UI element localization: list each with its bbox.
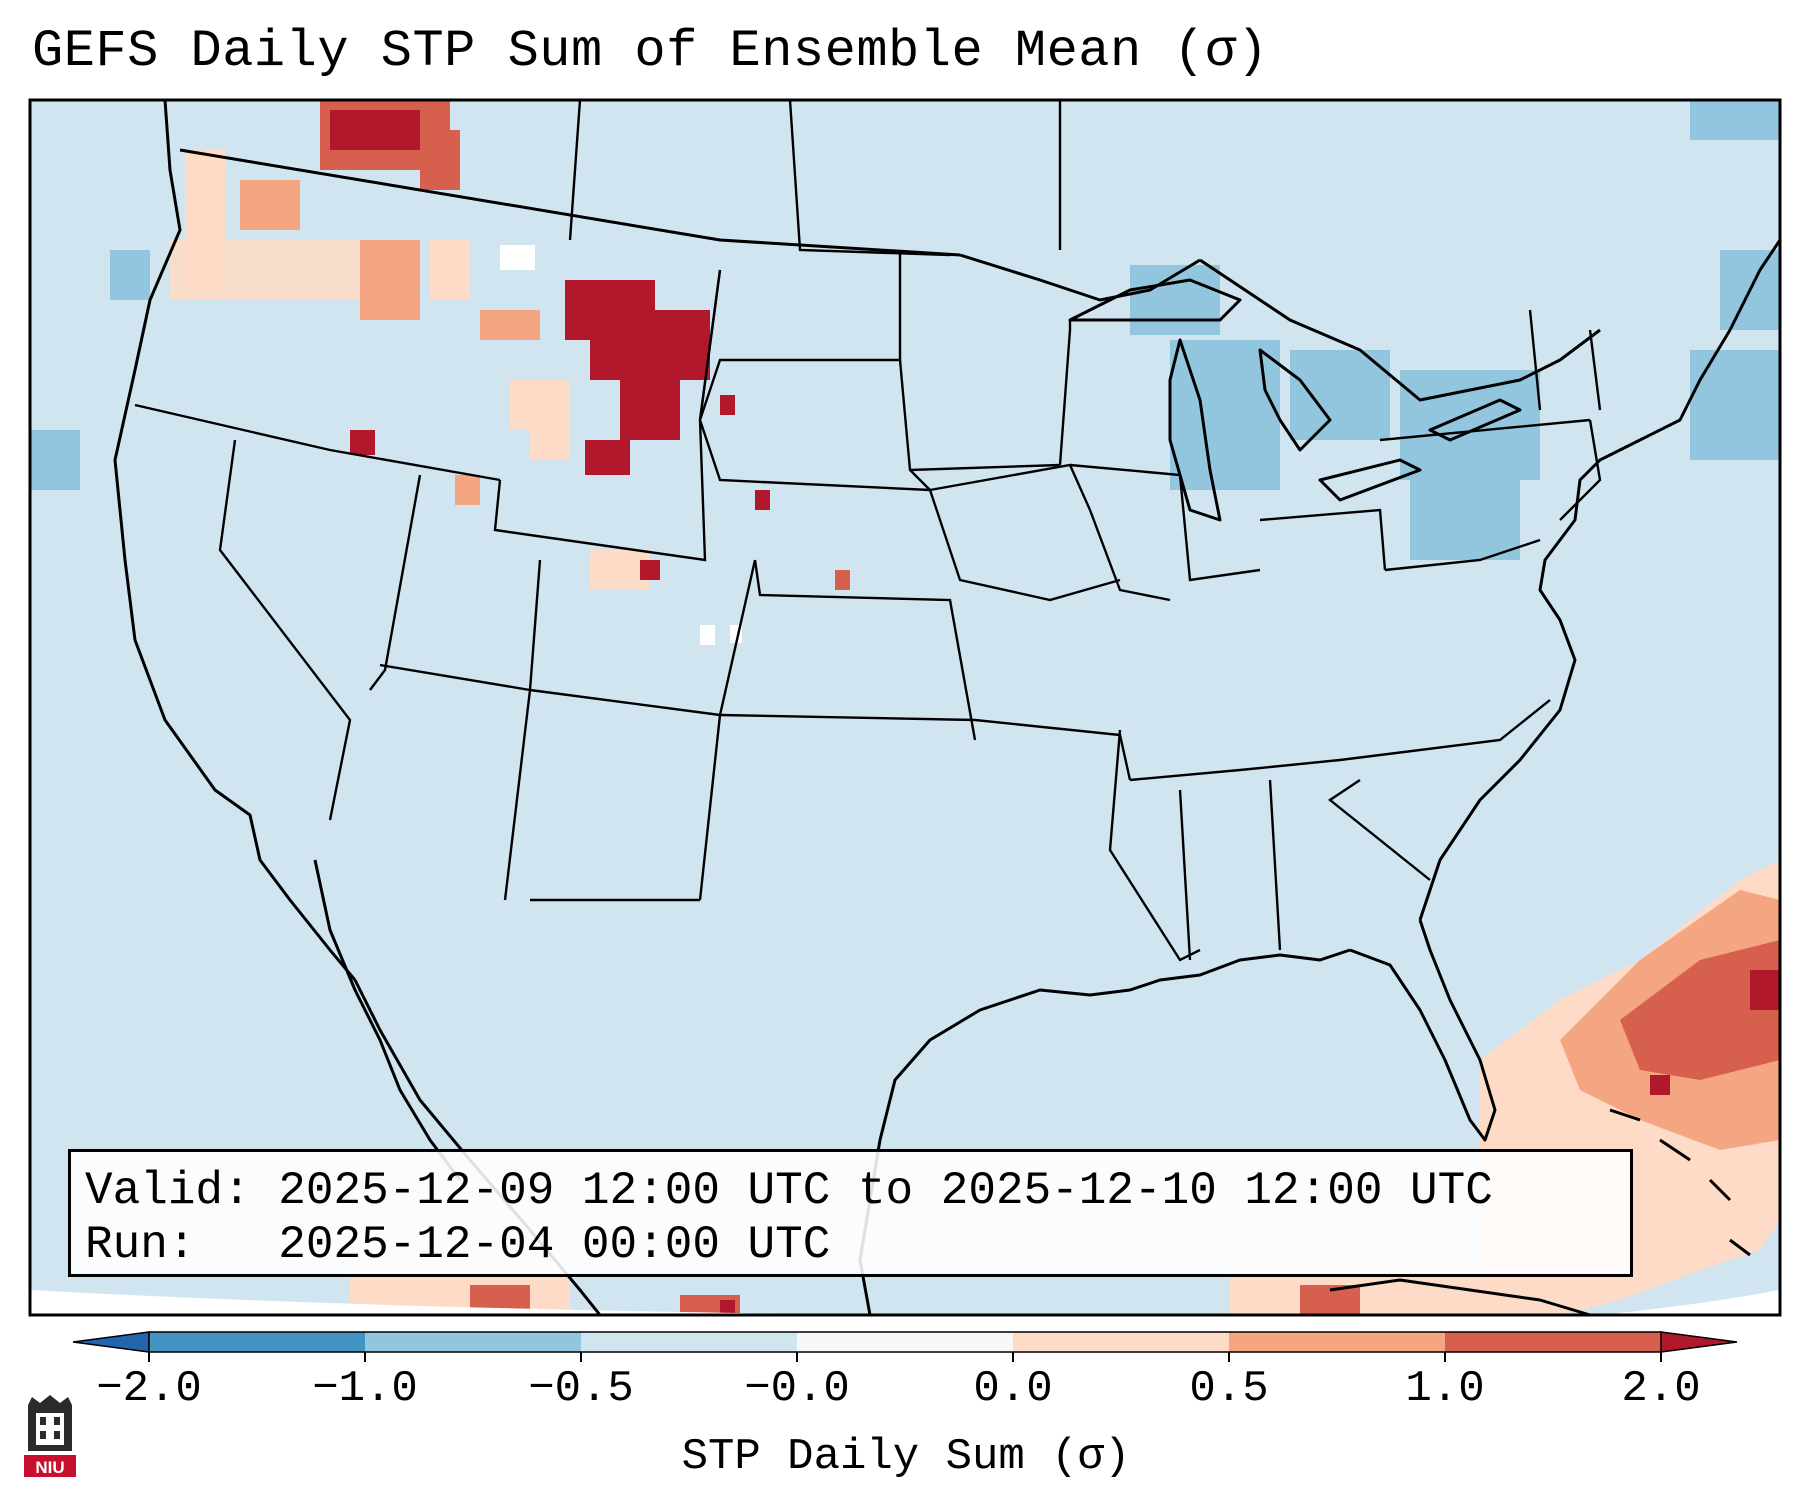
colorbar-over-extension xyxy=(1660,1331,1738,1353)
colorbar-tick-label: −1.0 xyxy=(312,1364,418,1414)
colorbar-tick-label: 0.5 xyxy=(1189,1364,1269,1414)
niu-logo: NIU xyxy=(24,1395,76,1477)
colorbar-bin xyxy=(581,1332,797,1352)
run-value: 2025-12-04 00:00 UTC xyxy=(278,1219,831,1271)
colorbar-tick-label: −0.5 xyxy=(528,1364,634,1414)
colorbar-bin xyxy=(149,1332,365,1352)
colorbar-tick-label: 2.0 xyxy=(1621,1364,1701,1414)
colorbar-label: STP Daily Sum (σ) xyxy=(681,1432,1131,1482)
valid-value: 2025-12-09 12:00 UTC to 2025-12-10 12:00… xyxy=(278,1165,1493,1217)
valid-run-info-box: Valid: 2025-12-09 12:00 UTC to 2025-12-1… xyxy=(68,1149,1633,1277)
coastlines-and-borders xyxy=(113,99,1782,1317)
run-label: Run: xyxy=(85,1219,196,1271)
state-borders xyxy=(134,99,1602,962)
projection-edge-left xyxy=(30,1290,900,1315)
niu-logo-text: NIU xyxy=(35,1458,64,1477)
colorbar-under-extension xyxy=(72,1331,150,1353)
colorbar xyxy=(72,1331,1738,1362)
map-frame xyxy=(28,98,1782,1317)
colorbar-tick-label: −0.0 xyxy=(744,1364,850,1414)
colorbar-tick-label: −2.0 xyxy=(96,1364,202,1414)
colorbar-bin xyxy=(365,1332,581,1352)
valid-label: Valid: xyxy=(85,1165,251,1217)
map-title: GEFS Daily STP Sum of Ensemble Mean (σ) xyxy=(32,22,1269,81)
colorbar-tick-label: 1.0 xyxy=(1405,1364,1485,1414)
projection-edge-right xyxy=(1600,1290,1780,1315)
colorbar-bin xyxy=(797,1332,1013,1352)
colorbar-outline xyxy=(148,1331,1662,1353)
anomaly-field-northwest xyxy=(170,100,850,645)
colorbar-tick-label: 0.0 xyxy=(973,1364,1053,1414)
colorbar-bin xyxy=(1013,1332,1229,1352)
colorbar-bin xyxy=(1229,1332,1445,1352)
colorbar-bin xyxy=(1445,1332,1661,1352)
anomaly-field-northeast xyxy=(30,100,1780,560)
